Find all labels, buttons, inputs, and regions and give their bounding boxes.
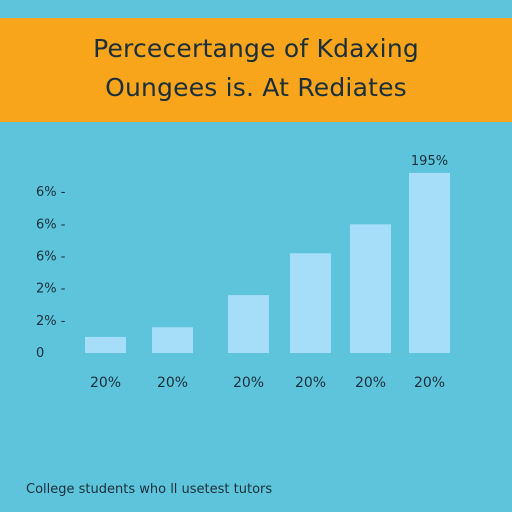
bar [350,224,391,353]
y-axis: 0 2% - 2% - 6% - 6% - 6% - [36,185,66,361]
x-tick-label: 20% [295,375,326,391]
y-tick-label: 6% - [36,185,66,200]
chart-title-line-1: Percecertange of Kdaxing [93,34,419,63]
bar [152,327,193,353]
bar [290,253,331,353]
x-tick-label: 20% [414,375,445,391]
y-tick-label: 0 [36,346,44,361]
x-tick-label: 20% [355,375,386,391]
bar [228,295,269,353]
y-tick-label: 6% - [36,250,66,265]
x-axis: 20% 20% 20% 20% 20% 20% [90,375,445,391]
data-labels: 195% [411,154,448,169]
bars [85,172,450,353]
x-tick-label: 20% [233,375,264,391]
chart-title-line-2: Oungees is. At Rediates [105,73,407,102]
bar [85,336,126,353]
chart-caption: College students who ll usetest tutors [26,482,273,497]
y-tick-label: 2% - [36,282,66,297]
y-tick-label: 6% - [36,217,66,232]
data-label: 195% [411,154,448,169]
x-tick-label: 20% [157,375,188,391]
bar [409,172,450,353]
title-banner [0,18,512,122]
y-tick-label: 2% - [36,314,66,329]
x-tick-label: 20% [90,375,121,391]
